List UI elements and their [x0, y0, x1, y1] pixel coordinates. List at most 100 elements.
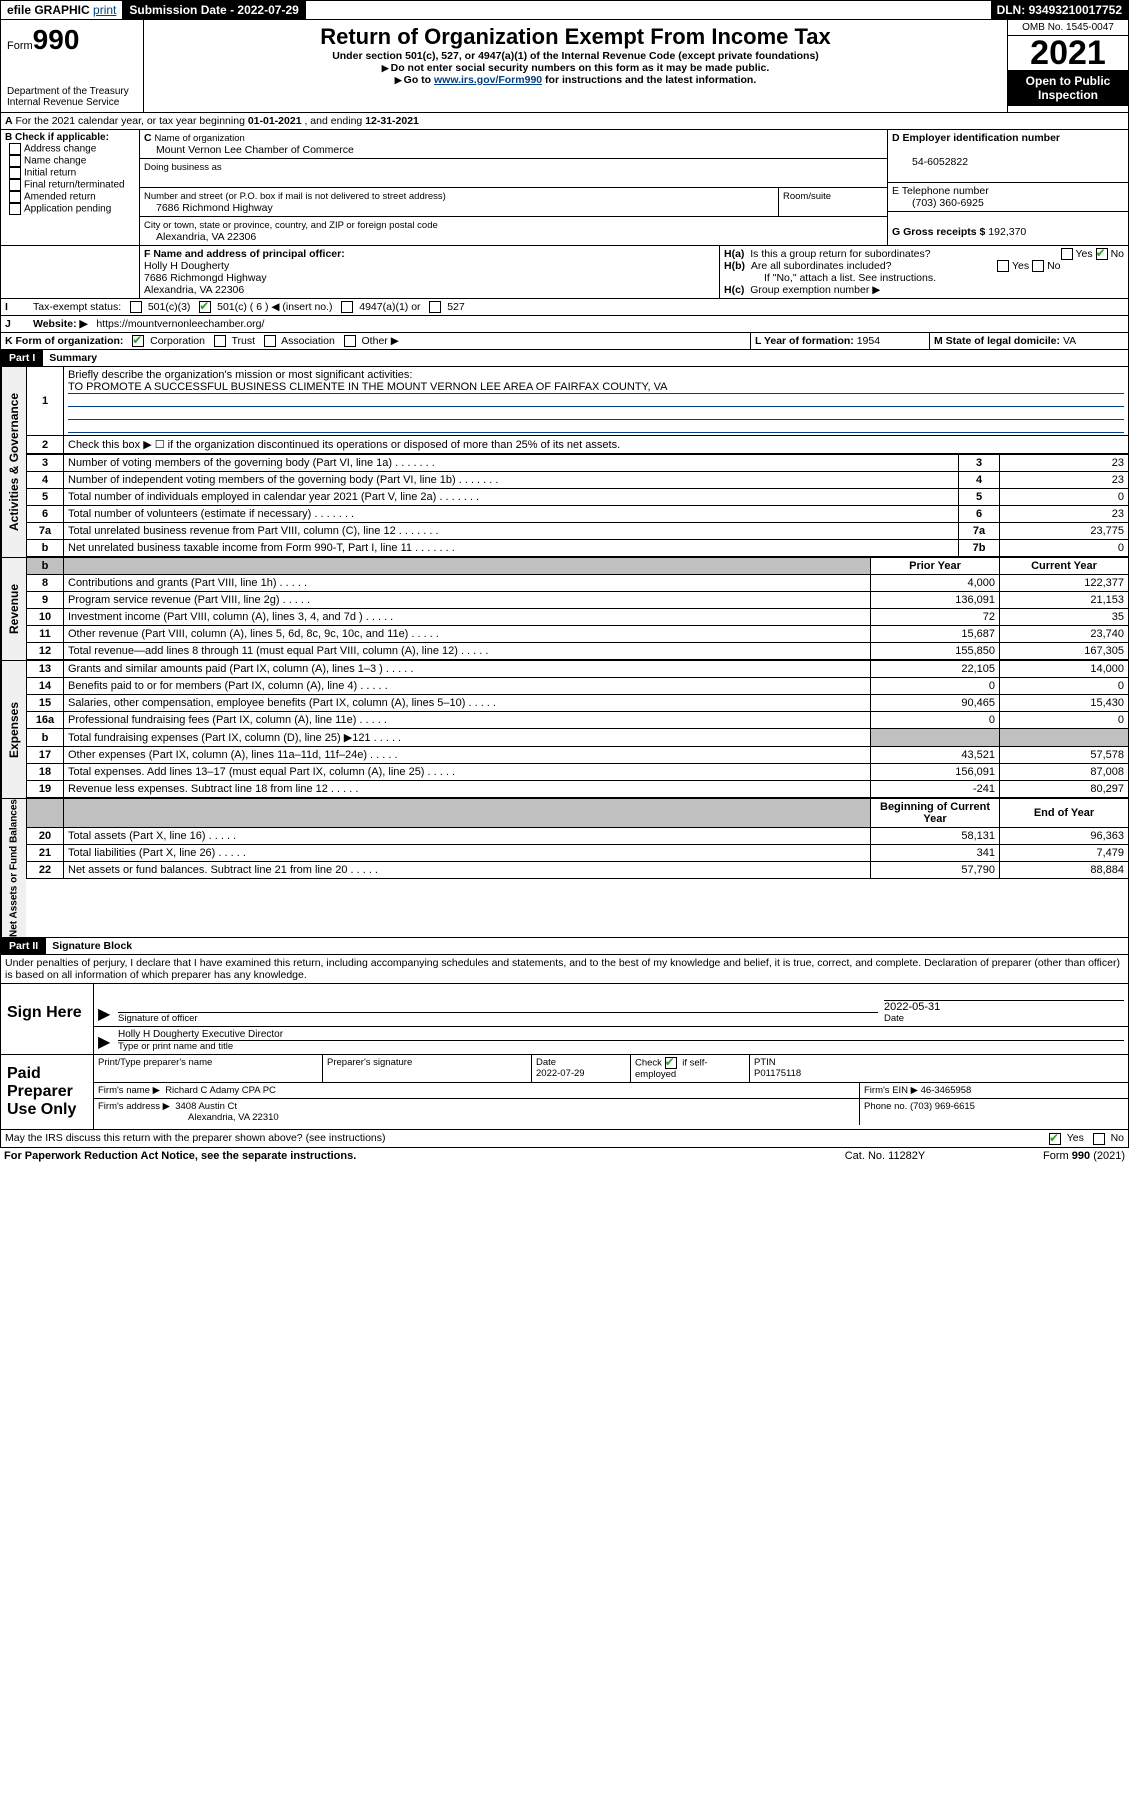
section-m: M State of legal domicile: VA — [930, 333, 1128, 349]
open-public-badge: Open to Public Inspection — [1008, 70, 1128, 106]
form-prefix: Form — [7, 40, 33, 52]
section-i: I Tax-exempt status: 501(c)(3) 501(c) ( … — [0, 299, 1129, 316]
ha-no-checkbox[interactable] — [1096, 248, 1108, 260]
discuss-row: May the IRS discuss this return with the… — [0, 1130, 1129, 1147]
name-title-label: Type or print name and title — [118, 1041, 233, 1052]
assoc-checkbox[interactable] — [264, 335, 276, 347]
form-subtitle: Under section 501(c), 527, or 4947(a)(1)… — [150, 50, 1001, 62]
self-employed-checkbox[interactable] — [665, 1057, 677, 1069]
vert-net-assets: Net Assets or Fund Balances — [1, 799, 26, 937]
line-2: 2 Check this box ▶ ☐ if the organization… — [27, 436, 1129, 454]
table-row: 19Revenue less expenses. Subtract line 1… — [27, 781, 1129, 798]
sign-date-label: Date — [884, 1013, 904, 1024]
firm-phone-cell: Phone no. (703) 969-6615 — [860, 1099, 1128, 1125]
section-c-name: C Name of organization Mount Vernon Lee … — [140, 130, 887, 159]
tax-year: 2021 — [1008, 36, 1128, 70]
phone-value: (703) 360-6925 — [912, 197, 984, 209]
form-number: 990 — [33, 24, 80, 55]
section-f: F Name and address of principal officer:… — [140, 246, 720, 298]
cat-number: Cat. No. 11282Y — [795, 1150, 975, 1162]
section-k-label: K Form of organization: — [5, 335, 123, 347]
discuss-yes-checkbox[interactable] — [1049, 1133, 1061, 1145]
website-value: https://mountvernonleechamber.org/ — [96, 318, 264, 330]
app-pending-checkbox[interactable] — [9, 203, 21, 215]
sign-arrow-icon-2: ▶ — [98, 1032, 118, 1052]
address-change-checkbox[interactable] — [9, 143, 21, 155]
section-g: G Gross receipts $ 192,370 — [888, 212, 1128, 240]
trust-checkbox[interactable] — [214, 335, 226, 347]
name-change-checkbox[interactable] — [9, 155, 21, 167]
vert-expenses: Expenses — [1, 661, 26, 798]
section-e: E Telephone number (703) 360-6925 — [888, 183, 1128, 212]
part1-label: Part I — [1, 350, 43, 366]
hb-note: If "No," attach a list. See instructions… — [764, 272, 1124, 284]
part2-label: Part II — [1, 938, 46, 954]
527-checkbox[interactable] — [429, 301, 441, 313]
table-row: 12Total revenue—add lines 8 through 11 (… — [27, 643, 1129, 660]
501c-checkbox[interactable] — [199, 301, 211, 313]
section-h-a: H(a) Is this a group return for subordin… — [724, 248, 1124, 260]
line-1: 1 Briefly describe the organization's mi… — [27, 367, 1129, 436]
501c3-checkbox[interactable] — [130, 301, 142, 313]
officer-city: Alexandria, VA 22306 — [144, 284, 244, 296]
phone-label: E Telephone number — [892, 185, 989, 197]
hb-yes-checkbox[interactable] — [997, 260, 1009, 272]
officer-name: Holly H Dougherty — [144, 260, 229, 272]
4947-checkbox[interactable] — [341, 301, 353, 313]
room-suite: Room/suite — [778, 188, 887, 216]
part1-header: Part I Summary — [0, 350, 1129, 367]
ha-yes-checkbox[interactable] — [1061, 248, 1073, 260]
table-row: 16aProfessional fundraising fees (Part I… — [27, 712, 1129, 729]
firm-address-cell: Firm's address ▶ 3408 Austin Ct Alexandr… — [94, 1099, 860, 1125]
section-k-l-m: K Form of organization: Corporation Trus… — [0, 333, 1129, 350]
year-formation: 1954 — [857, 335, 880, 347]
table-row: 3Number of voting members of the governi… — [27, 455, 1129, 472]
initial-return-checkbox[interactable] — [9, 167, 21, 179]
table-row: 14Benefits paid to or for members (Part … — [27, 678, 1129, 695]
section-d: D Employer identification number 54-6052… — [888, 130, 1128, 183]
section-c-street: Number and street (or P.O. box if mail i… — [140, 188, 778, 216]
officer-street: 7686 Richmongd Highway — [144, 272, 267, 284]
final-return-checkbox[interactable] — [9, 179, 21, 191]
city-state-zip: Alexandria, VA 22306 — [156, 231, 256, 243]
print-link[interactable]: print — [93, 3, 116, 17]
irs-label: Internal Revenue Service — [7, 97, 137, 108]
discuss-no-checkbox[interactable] — [1093, 1133, 1105, 1145]
efile-label: efile GRAPHIC print — [1, 1, 123, 19]
table-row: 5Total number of individuals employed in… — [27, 489, 1129, 506]
hb-no-checkbox[interactable] — [1032, 260, 1044, 272]
table-row: 20Total assets (Part X, line 16) . . . .… — [27, 828, 1129, 845]
table-row: 15Salaries, other compensation, employee… — [27, 695, 1129, 712]
section-j: J Website: ▶ https://mountvernonleechamb… — [0, 316, 1129, 333]
summary-block: Activities & Governance 1 Briefly descri… — [0, 367, 1129, 558]
org-name: Mount Vernon Lee Chamber of Commerce — [156, 144, 354, 156]
corp-checkbox[interactable] — [132, 335, 144, 347]
other-checkbox[interactable] — [344, 335, 356, 347]
section-c-dba: Doing business as — [140, 159, 887, 188]
sign-here-label: Sign Here — [1, 984, 94, 1054]
vert-revenue: Revenue — [1, 558, 26, 660]
ssn-note: Do not enter social security numbers on … — [150, 62, 1001, 74]
form-title: Return of Organization Exempt From Incom… — [150, 24, 1001, 50]
table-row: 6Total number of volunteers (estimate if… — [27, 506, 1129, 523]
paperwork-notice: For Paperwork Reduction Act Notice, see … — [4, 1150, 356, 1162]
sign-arrow-icon: ▶ — [98, 1004, 118, 1024]
section-c-city: City or town, state or province, country… — [140, 217, 887, 245]
ein-label: D Employer identification number — [892, 132, 1060, 144]
section-a: A For the 2021 calendar year, or tax yea… — [0, 113, 1129, 130]
self-employed-cell: Check if self-employed — [631, 1055, 750, 1082]
ein-value: 54-6052822 — [912, 156, 968, 168]
part2-title: Signature Block — [46, 938, 138, 954]
vert-activities-governance: Activities & Governance — [1, 367, 26, 557]
net-header: Beginning of Current Year End of Year — [27, 799, 1129, 828]
table-row: 7aTotal unrelated business revenue from … — [27, 523, 1129, 540]
firm-name-cell: Firm's name ▶ Richard C Adamy CPA PC — [94, 1083, 860, 1098]
firm-ein-cell: Firm's EIN ▶ 46-3465958 — [860, 1083, 1128, 1098]
ptin-cell: PTINP01175118 — [750, 1055, 1128, 1082]
irs-link[interactable]: www.irs.gov/Form990 — [434, 74, 542, 86]
part2-header: Part II Signature Block — [0, 938, 1129, 955]
table-row: 4Number of independent voting members of… — [27, 472, 1129, 489]
amended-return-checkbox[interactable] — [9, 191, 21, 203]
sign-section: Sign Here ▶ Signature of officer 2022-05… — [0, 984, 1129, 1055]
preparer-section: Paid Preparer Use Only Print/Type prepar… — [0, 1055, 1129, 1130]
